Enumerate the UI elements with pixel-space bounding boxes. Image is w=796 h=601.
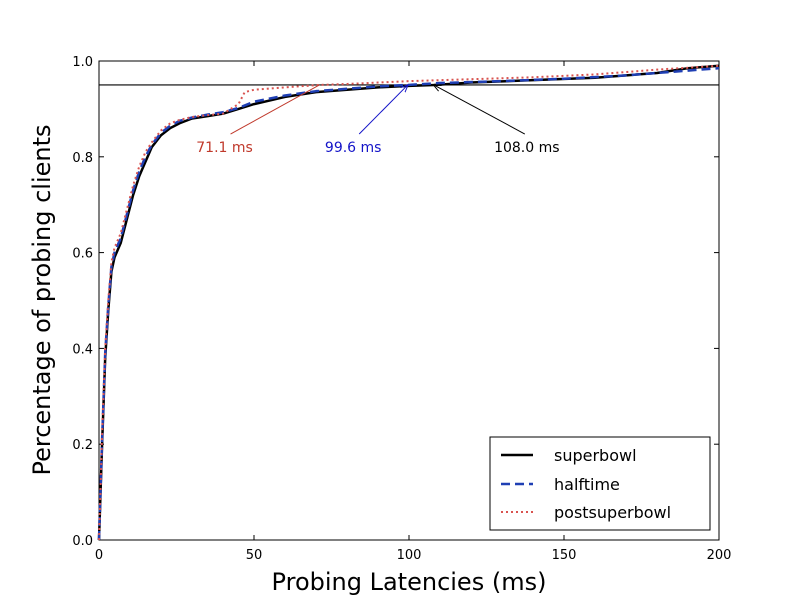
- legend-label-superbowl: superbowl: [554, 446, 637, 465]
- x-tick-label: 150: [552, 548, 577, 563]
- x-tick-label: 0: [95, 548, 103, 563]
- annotation-arrow-super: [434, 85, 526, 135]
- x-tick-label: 100: [397, 548, 422, 563]
- annotation-label-super: 108.0 ms: [494, 140, 559, 156]
- legend-label-postsuperbowl: postsuperbowl: [554, 503, 671, 522]
- legend-box: [489, 436, 711, 531]
- series-line-halftime: [97, 66, 720, 541]
- x-axis-ticks: 0 50 100 150 200: [95, 61, 732, 563]
- annotation-group: 71.1 ms 99.6 ms 108.0 ms: [196, 84, 560, 156]
- y-tick-label: 0.6: [72, 247, 93, 262]
- x-axis-label: Probing Latencies (ms): [272, 568, 547, 596]
- annotation-arrow-half: [358, 85, 408, 135]
- series-group: [97, 64, 720, 541]
- y-tick-label: 0.2: [72, 438, 93, 453]
- annotation-label-half: 99.6 ms: [325, 140, 382, 156]
- x-tick-label: 200: [707, 548, 732, 563]
- x-tick-label: 50: [246, 548, 263, 563]
- y-tick-label: 0.0: [72, 534, 93, 549]
- y-axis-label: Percentage of probing clients: [28, 124, 56, 475]
- y-tick-label: 1.0: [72, 55, 93, 70]
- annotation-label-post: 71.1 ms: [196, 140, 253, 156]
- y-tick-label: 0.4: [72, 342, 93, 357]
- annotation-arrow-post: [230, 84, 320, 135]
- legend: superbowl halftime postsuperbowl: [489, 436, 711, 531]
- y-tick-label: 0.8: [72, 151, 93, 166]
- legend-label-halftime: halftime: [554, 475, 620, 494]
